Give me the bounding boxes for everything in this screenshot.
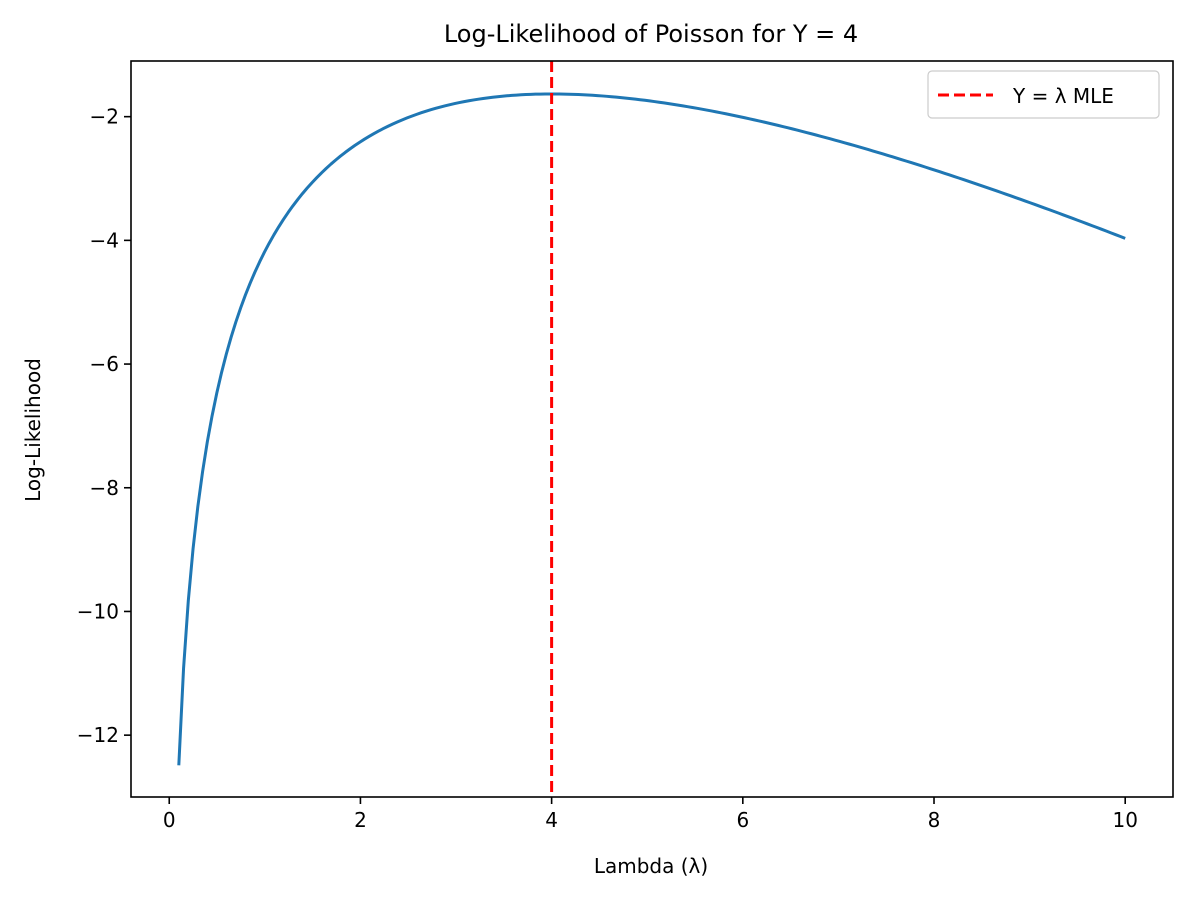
legend-label-mle: Y = λ MLE [1012,84,1114,108]
log-likelihood-curve [177,92,1126,766]
axes: 0 2 4 6 8 10 −12 −10 −8 −6 −4 −2 [77,60,1174,832]
x-tick-label: 0 [163,808,176,832]
y-tick-label: −12 [77,723,119,747]
x-tick-label: 8 [928,808,941,832]
legend-box [927,70,1160,119]
plot-area [177,61,1126,797]
chart-title: Log-Likelihood of Poisson for Y = 4 [444,20,858,48]
y-tick-label: −2 [90,105,119,129]
y-tick-label: −4 [90,228,119,252]
y-axis-label: Log-Likelihood [21,358,45,502]
x-tick-label: 10 [1112,808,1137,832]
x-axis-label: Lambda (λ) [594,854,708,878]
legend: Y = λ MLE [927,70,1160,119]
x-tick-label: 6 [736,808,749,832]
x-tick-label: 2 [354,808,367,832]
axes-frame [130,60,1174,798]
y-tick-label: −6 [90,352,119,376]
y-tick-label: −10 [77,599,119,623]
y-tick-label: −8 [90,476,119,500]
x-tick-label: 4 [545,808,558,832]
